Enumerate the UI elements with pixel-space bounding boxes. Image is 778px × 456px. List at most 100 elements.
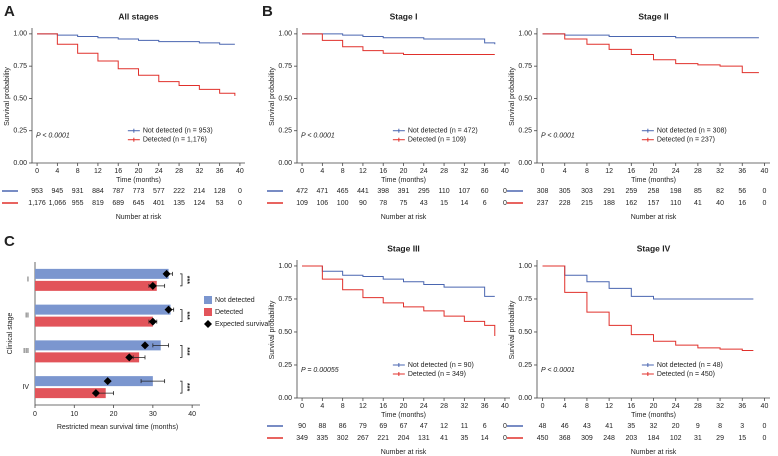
x-tick-label: 36	[481, 403, 489, 410]
risk-value: 90	[298, 423, 306, 430]
risk-value: 15	[440, 200, 448, 207]
x-tick-label: 40	[761, 403, 769, 410]
risk-value: 110	[438, 188, 449, 195]
risk-value: 204	[398, 435, 410, 442]
y-tick-label: 0.50	[278, 95, 292, 102]
y-tick-label: 0.00	[518, 160, 532, 167]
bar	[35, 304, 171, 315]
risk-value: 309	[581, 435, 593, 442]
risk-value: 0	[503, 188, 507, 195]
legend-label: Detected (n = 349)	[408, 371, 466, 378]
risk-value: 214	[194, 188, 206, 195]
p-value: P < 0.0001	[541, 367, 575, 374]
risk-value: 465	[337, 188, 349, 195]
risk-value: 100	[337, 200, 349, 207]
risk-value: 32	[650, 423, 658, 430]
legend-label: Detected	[215, 309, 243, 316]
risk-value: 41	[440, 435, 448, 442]
risk-value: 109	[296, 200, 308, 207]
risk-value: 0	[762, 435, 766, 442]
risk-value: 1,176	[28, 200, 46, 207]
x-tick-label: 24	[420, 168, 428, 175]
x-axis-label: Restricted mean survival time (months)	[57, 424, 178, 431]
x-tick-label: 20	[650, 168, 658, 175]
p-value: P < 0.0001	[36, 133, 70, 140]
x-tick-label: 4	[320, 403, 324, 410]
risk-value: 0	[503, 200, 507, 207]
x-tick-label: 20	[400, 168, 408, 175]
legend-swatch	[204, 308, 212, 316]
x-tick-label: 40	[236, 168, 244, 175]
risk-value: 773	[133, 188, 145, 195]
y-tick-label: 0.25	[278, 362, 292, 369]
x-tick-label: 0	[541, 168, 545, 175]
x-tick-label: 0	[300, 403, 304, 410]
y-tick-label: 1.00	[518, 263, 532, 270]
x-tick-label: 4	[320, 168, 324, 175]
risk-value: 41	[694, 200, 702, 207]
risk-value: 0	[762, 200, 766, 207]
risk-value: 15	[738, 435, 746, 442]
chart-title: Stage I	[390, 11, 418, 21]
x-tick-label: 8	[76, 168, 80, 175]
risk-value: 0	[503, 435, 507, 442]
x-tick-label: 30	[149, 411, 157, 418]
risk-value: 131	[418, 435, 430, 442]
risk-value: 472	[296, 188, 308, 195]
x-tick-label: 8	[585, 403, 589, 410]
risk-value: 6	[483, 200, 487, 207]
expected-marker	[164, 305, 173, 314]
x-tick-label: 0	[33, 411, 37, 418]
y-tick-label: 0.25	[518, 128, 532, 135]
x-tick-label: 24	[672, 403, 680, 410]
risk-value: 69	[379, 423, 387, 430]
x-tick-label: 4	[563, 168, 567, 175]
risk-value: 9	[696, 423, 700, 430]
risk-table-title: Number at risk	[116, 214, 162, 221]
risk-value: 86	[339, 423, 347, 430]
risk-value: 221	[377, 435, 389, 442]
y-tick-label: 0.75	[278, 63, 292, 70]
risk-value: 0	[762, 188, 766, 195]
x-tick-label: 40	[188, 411, 196, 418]
bar	[35, 376, 153, 387]
risk-value: 368	[559, 435, 571, 442]
legend-marker	[204, 320, 212, 328]
x-tick-label: 40	[501, 403, 509, 410]
x-tick-label: 12	[605, 403, 613, 410]
risk-value: 3	[740, 423, 744, 430]
x-tick-label: 8	[341, 168, 345, 175]
y-axis-label: Survival probability	[269, 300, 276, 359]
y-tick-label: 0.00	[278, 160, 292, 167]
x-tick-label: 16	[627, 403, 635, 410]
risk-value: 248	[603, 435, 615, 442]
risk-value: 0	[503, 423, 507, 430]
y-tick-label: 0.50	[13, 95, 27, 102]
x-axis-label: Time (months)	[116, 177, 161, 184]
risk-value: 43	[420, 200, 428, 207]
risk-value: 819	[92, 200, 104, 207]
error-bar	[152, 343, 169, 348]
risk-value: 31	[694, 435, 702, 442]
significance: ***	[183, 347, 190, 355]
risk-table-title: Number at risk	[381, 214, 427, 221]
bar	[35, 340, 161, 351]
risk-value: 46	[561, 423, 569, 430]
risk-value: 47	[420, 423, 428, 430]
x-tick-label: 28	[175, 168, 183, 175]
panel-label: A	[4, 3, 15, 20]
expected-marker	[103, 377, 112, 386]
risk-value: 78	[379, 200, 387, 207]
x-tick-label: 8	[585, 168, 589, 175]
legend-label: Detected (n = 109)	[408, 137, 466, 144]
expected-marker	[141, 341, 149, 350]
risk-value: 302	[337, 435, 349, 442]
significance: ***	[183, 276, 190, 284]
x-tick-label: 24	[420, 403, 428, 410]
risk-value: 471	[317, 188, 329, 195]
risk-value: 188	[603, 200, 615, 207]
risk-value: 398	[377, 188, 389, 195]
risk-value: 6	[483, 423, 487, 430]
legend-swatch	[204, 296, 212, 304]
legend-label: Not detected (n = 308)	[657, 128, 727, 135]
